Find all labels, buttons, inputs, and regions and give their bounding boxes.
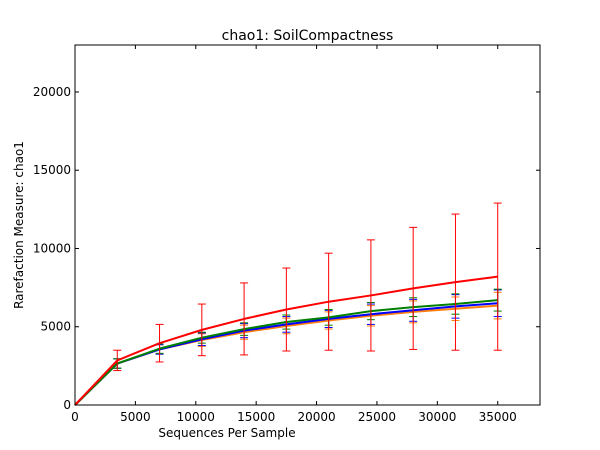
y-tick-label: 10000: [33, 241, 71, 255]
x-tick-label: 15000: [237, 410, 275, 424]
plot-frame: [74, 44, 541, 406]
series-3: [74, 202, 502, 406]
series-line: [74, 275, 498, 406]
x-tick-label: 35000: [479, 410, 517, 424]
x-tick-label: 10000: [177, 410, 215, 424]
x-tick-label: 30000: [418, 410, 456, 424]
y-tick-label: 20000: [33, 85, 71, 99]
chart-title: chao1: SoilCompactness: [222, 28, 394, 44]
y-tick-label: 15000: [33, 163, 71, 177]
y-tick-label: 0: [63, 398, 71, 412]
x-tick-label: 5000: [120, 410, 151, 424]
x-axis-label: Sequences Per Sample: [158, 426, 295, 440]
x-tick-label: 25000: [358, 410, 396, 424]
x-tick-label: 0: [71, 410, 79, 424]
y-tick-label: 5000: [40, 320, 71, 334]
y-axis-label: Rarefaction Measure: chao1: [12, 141, 26, 309]
series-layer: [74, 202, 502, 406]
plot-area: [75, 45, 540, 405]
x-tick-label: 20000: [297, 410, 335, 424]
axis-layer: 0 5000 10000 15000 20000 25000 30000 35000 0 5000…: [33, 45, 540, 424]
